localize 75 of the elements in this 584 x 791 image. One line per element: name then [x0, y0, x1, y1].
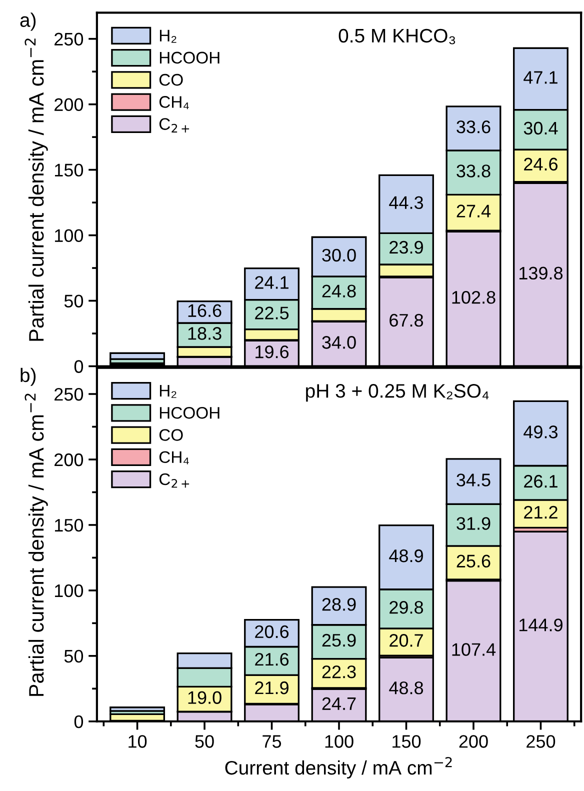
data-label: 29.8 — [390, 600, 424, 614]
x-tick-label: 100 — [325, 735, 354, 748]
data-label: 19.0 — [188, 691, 222, 704]
data-label: 24.1 — [255, 276, 288, 289]
data-label: 31.9 — [456, 517, 490, 530]
data-label: 22.5 — [255, 306, 289, 320]
data-label: 34.0 — [322, 336, 356, 349]
legend-label: C$_{2+}$ — [159, 118, 190, 133]
legend-label: CH₄ — [159, 96, 189, 110]
data-label: 49.3 — [524, 426, 558, 438]
data-label: 16.6 — [188, 304, 222, 317]
data-label: 47.1 — [524, 71, 558, 84]
legend-label: HCOOH — [160, 406, 220, 419]
data-label: 34.5 — [456, 474, 490, 486]
x-tick-label: 75 — [262, 735, 282, 748]
y-tick-label: 200 — [54, 98, 84, 112]
x-tick-label: 50 — [195, 735, 214, 748]
data-label: 44.3 — [389, 196, 424, 210]
data-label: 26.1 — [524, 474, 558, 488]
y-axis-title: Partial current density / mA cm$^{−2}$ — [24, 394, 48, 696]
data-label: 48.8 — [389, 682, 424, 694]
y-tick-label: 150 — [55, 164, 84, 177]
legend-label: C$_{2+}$ — [159, 473, 190, 488]
data-label: 48.9 — [389, 549, 423, 562]
data-label: 18.3 — [188, 327, 222, 340]
data-label: 33.8 — [456, 164, 490, 178]
data-label: 23.9 — [390, 240, 423, 254]
data-label: 20.6 — [255, 625, 289, 638]
data-label: 27.4 — [456, 204, 491, 218]
data-label: 33.6 — [456, 120, 490, 134]
y-tick-label: 200 — [54, 453, 84, 466]
y-tick-label: 150 — [55, 518, 84, 532]
data-label: 30.4 — [524, 122, 558, 135]
legend-label: H₂ — [160, 385, 176, 398]
data-label: 19.6 — [256, 345, 289, 358]
y-tick-label: 0 — [74, 715, 84, 728]
x-axis-title: Current density / mA cm$^{−2}$ — [225, 756, 452, 779]
y-tick-label: 0 — [74, 360, 84, 373]
data-label: 67.8 — [390, 314, 424, 327]
data-label: 24.6 — [524, 158, 558, 171]
data-label: 24.8 — [322, 284, 356, 298]
legend-label: HCOOH — [160, 52, 220, 64]
data-label: 139.8 — [520, 266, 563, 280]
data-label: 107.4 — [452, 643, 496, 656]
x-tick-label: 150 — [392, 735, 421, 748]
data-label: 25.6 — [456, 554, 490, 568]
y-tick-label: 50 — [64, 294, 84, 308]
data-label: 21.9 — [255, 681, 288, 694]
data-label: 20.7 — [390, 634, 423, 647]
legend-label: CO — [159, 74, 183, 86]
data-label: 28.9 — [322, 598, 356, 611]
data-label: 102.8 — [452, 290, 496, 304]
y-tick-label: 50 — [64, 650, 84, 663]
text: a) — [20, 12, 36, 31]
legend-label: CH₄ — [159, 451, 189, 464]
y-tick-label: 100 — [55, 584, 84, 598]
text: pH 3 + 0.25 M K₂SO₄ — [306, 384, 489, 402]
data-label: 25.9 — [322, 634, 356, 647]
text: b) — [20, 368, 36, 386]
x-tick-label: 250 — [526, 735, 556, 748]
legend-label: CO — [159, 429, 183, 441]
data-label: 24.7 — [322, 697, 356, 710]
data-label: 22.3 — [322, 665, 356, 678]
x-tick-label: 200 — [459, 735, 488, 748]
y-axis-title: Partial current density / mA cm$^{−2}$ — [24, 38, 48, 341]
y-tick-label: 250 — [54, 32, 84, 46]
data-label: 30.0 — [322, 248, 356, 262]
y-tick-label: 250 — [54, 388, 84, 401]
data-label: 144.9 — [520, 618, 562, 632]
y-tick-label: 100 — [55, 229, 84, 242]
text: 0.5 M KHCO₃ — [338, 28, 456, 44]
data-label: 21.6 — [255, 652, 289, 666]
data-label: 21.2 — [524, 506, 558, 518]
x-tick-label: 10 — [128, 735, 147, 748]
legend-label: H₂ — [160, 30, 176, 43]
